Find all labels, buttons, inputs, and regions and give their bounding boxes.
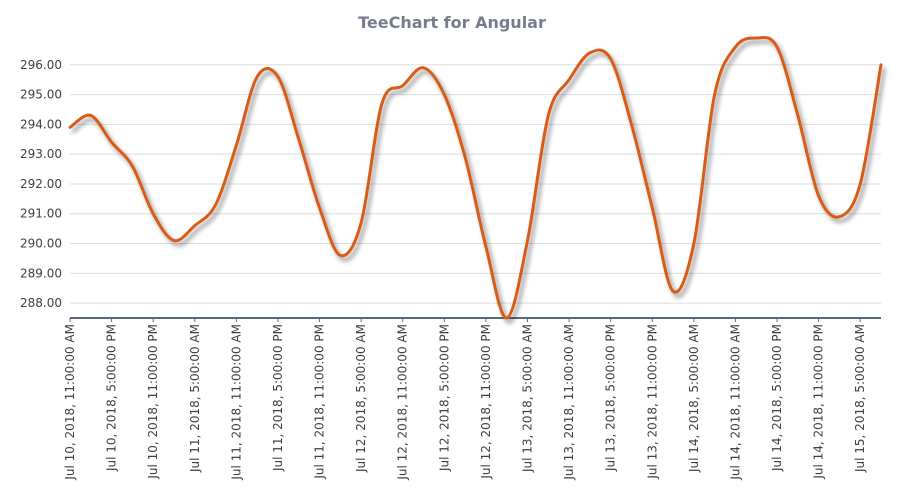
x-axis-tick-marks <box>69 318 861 322</box>
x-tick-label: Jul 10, 2018, 11:00:00 PM <box>146 324 160 480</box>
x-tick-label: Jul 12, 2018, 5:00:00 AM <box>354 324 368 473</box>
data-point <box>359 221 363 225</box>
data-point <box>629 122 633 126</box>
data-point <box>525 239 529 243</box>
data-point <box>588 51 592 55</box>
x-tick-label: Jul 14, 2018, 11:00:00 AM <box>728 324 742 481</box>
data-point <box>172 239 176 243</box>
data-point <box>89 113 93 117</box>
x-tick-label: Jul 13, 2018, 5:00:00 PM <box>604 324 618 472</box>
data-point <box>110 140 114 144</box>
data-point <box>505 316 509 320</box>
x-tick-label: Jul 11, 2018, 5:00:00 AM <box>188 324 202 473</box>
data-point <box>463 155 467 159</box>
data-point <box>380 102 384 106</box>
y-tick-label: 288.00 <box>20 296 62 310</box>
data-point <box>422 66 426 70</box>
data-point <box>650 206 654 210</box>
x-tick-label: Jul 12, 2018, 11:00:00 AM <box>396 324 410 481</box>
x-tick-label: Jul 12, 2018, 5:00:00 PM <box>437 324 451 472</box>
data-point <box>130 164 134 168</box>
data-point <box>546 113 550 117</box>
data-point <box>255 75 259 79</box>
data-point <box>858 182 862 186</box>
x-tick-label: Jul 15, 2018, 5:00:00 AM <box>853 324 867 473</box>
data-point <box>234 143 238 147</box>
x-tick-label: Jul 13, 2018, 11:00:00 AM <box>562 324 576 481</box>
y-axis-tick-labels: 288.00 289.00 290.00 291.00 292.00 293.00 294.… <box>20 58 62 310</box>
y-tick-label: 290.00 <box>20 237 62 251</box>
x-tick-label: Jul 11, 2018, 11:00:00 PM <box>313 324 327 480</box>
data-point <box>837 215 841 219</box>
x-axis-tick-labels: Jul 10, 2018, 11:00:00 AM Jul 10, 2018, 5… <box>63 324 867 481</box>
data-point <box>692 242 696 246</box>
x-tick-label: Jul 10, 2018, 11:00:00 AM <box>63 324 77 481</box>
data-point <box>193 224 197 228</box>
data-point <box>567 78 571 82</box>
data-point <box>796 113 800 117</box>
y-tick-label: 295.00 <box>20 88 62 102</box>
x-tick-label: Jul 10, 2018, 5:00:00 PM <box>105 324 119 472</box>
y-tick-label: 291.00 <box>20 207 62 221</box>
data-point <box>151 212 155 216</box>
data-point <box>713 93 717 97</box>
x-tick-label: Jul 14, 2018, 5:00:00 PM <box>770 324 784 472</box>
y-tick-label: 293.00 <box>20 147 62 161</box>
data-point <box>338 253 342 257</box>
x-tick-label: Jul 13, 2018, 5:00:00 AM <box>520 324 534 473</box>
x-tick-label: Jul 12, 2018, 11:00:00 PM <box>479 324 493 480</box>
data-point <box>297 137 301 141</box>
y-tick-label: 289.00 <box>20 266 62 280</box>
data-point <box>671 289 675 293</box>
y-tick-label: 294.00 <box>20 117 62 131</box>
x-tick-label: Jul 14, 2018, 11:00:00 PM <box>812 324 826 480</box>
x-tick-label: Jul 13, 2018, 11:00:00 PM <box>645 324 659 480</box>
y-tick-label: 292.00 <box>20 177 62 191</box>
gridlines <box>70 64 881 304</box>
data-point <box>214 203 218 207</box>
data-point <box>609 57 613 61</box>
data-point <box>68 125 72 129</box>
x-tick-label: Jul 14, 2018, 5:00:00 AM <box>687 324 701 473</box>
series-line <box>68 35 883 320</box>
data-point <box>775 45 779 49</box>
data-point <box>401 84 405 88</box>
x-tick-label: Jul 11, 2018, 5:00:00 PM <box>271 324 285 472</box>
data-point <box>484 245 488 249</box>
data-point <box>318 206 322 210</box>
x-tick-label: Jul 11, 2018, 11:00:00 AM <box>229 324 243 481</box>
data-point <box>879 63 883 67</box>
data-point <box>754 36 758 40</box>
data-point <box>733 45 737 49</box>
series-layer <box>68 35 883 320</box>
y-tick-label: 296.00 <box>20 58 62 72</box>
data-point <box>442 93 446 97</box>
data-point <box>276 75 280 79</box>
chart-title: TeeChart for Angular <box>358 13 546 32</box>
data-point <box>817 194 821 198</box>
